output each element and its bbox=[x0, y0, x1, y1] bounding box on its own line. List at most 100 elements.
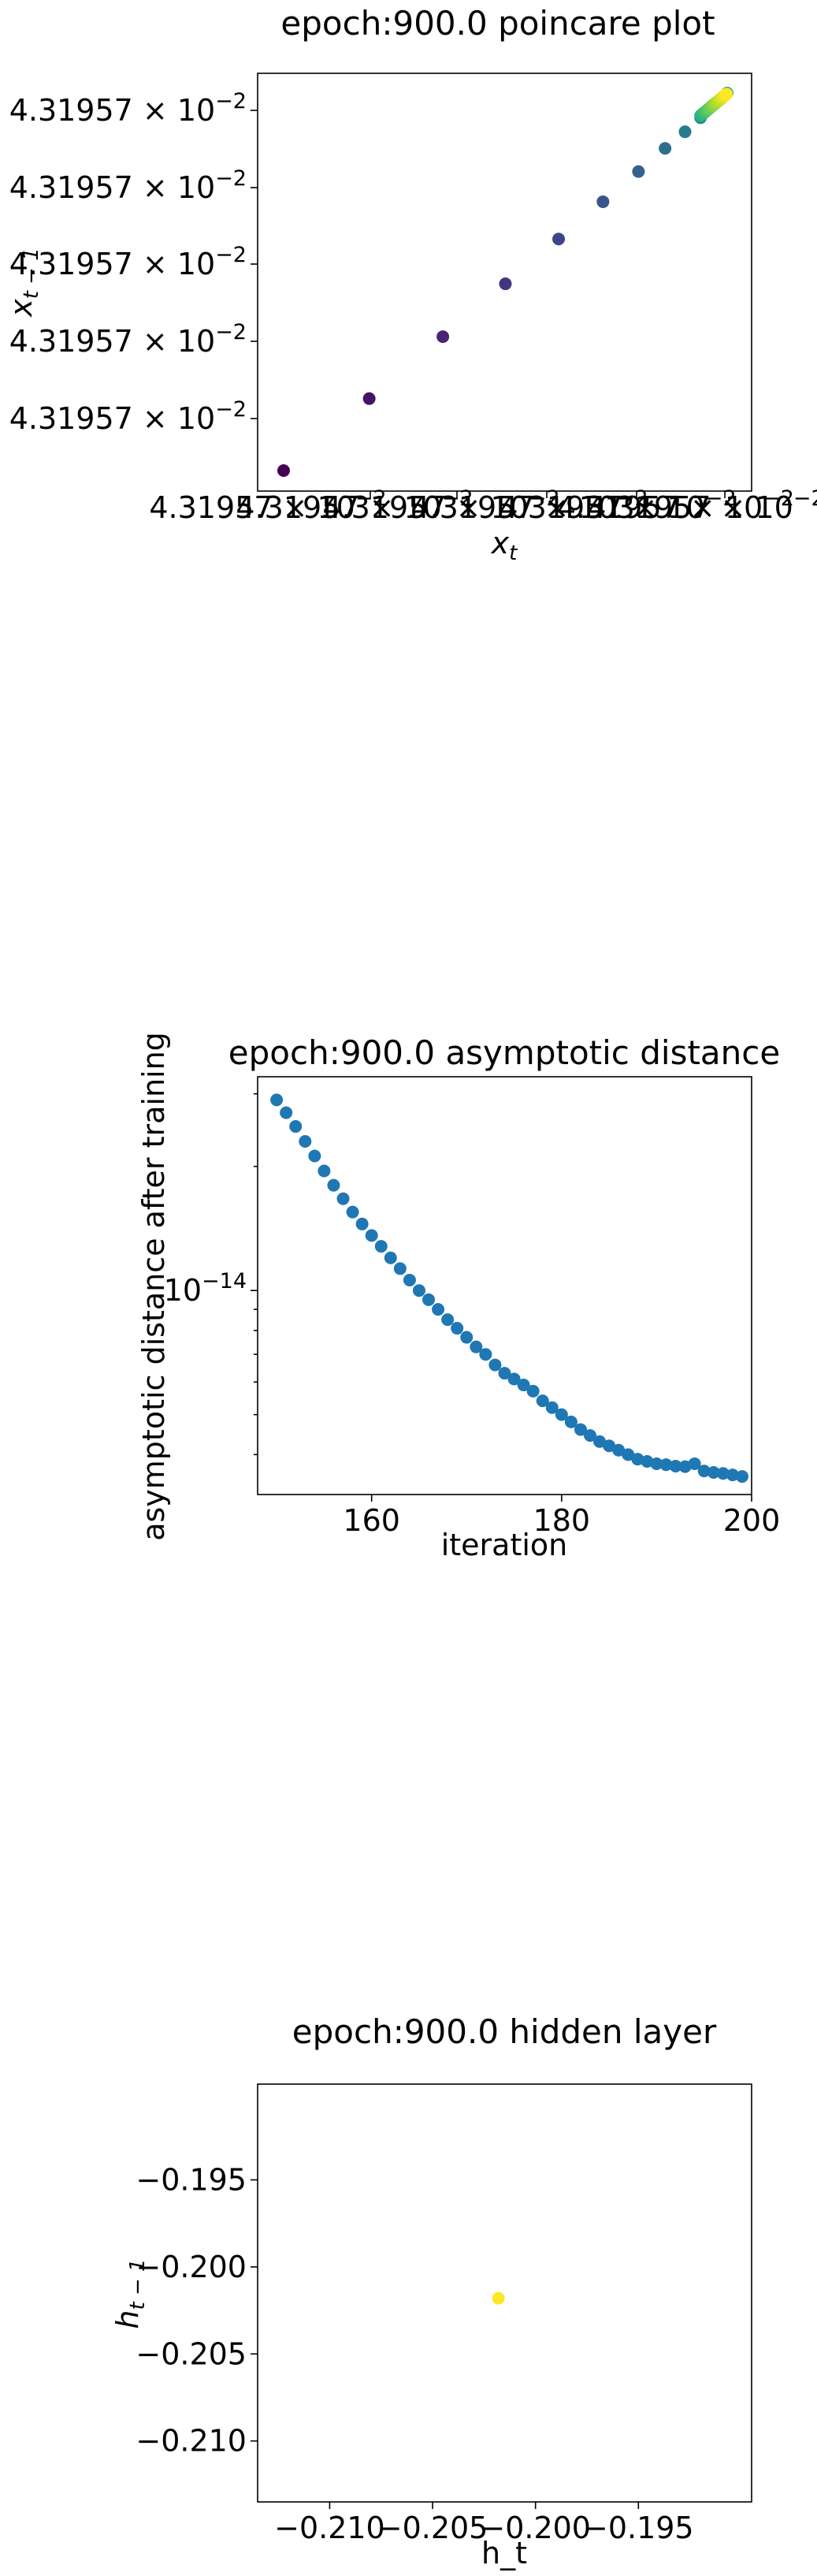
asymptotic-x-tick-label: 200 bbox=[723, 1503, 781, 1538]
hidden-point bbox=[492, 2291, 505, 2305]
asymptotic-point bbox=[498, 1367, 511, 1380]
asymptotic-point bbox=[545, 1401, 559, 1414]
hidden-y-tick-label: −0.210 bbox=[136, 2424, 247, 2459]
poincare-x-tick-label: 4.31957 × 10−2 bbox=[149, 486, 386, 525]
asymptotic-point bbox=[412, 1284, 425, 1297]
poincare-y-tick-label: 4.31957 × 10−2 bbox=[9, 89, 247, 128]
asymptotic-point bbox=[603, 1439, 616, 1453]
asymptotic-point bbox=[470, 1340, 483, 1353]
poincare-x-label: xt bbox=[491, 526, 518, 565]
poincare-point bbox=[499, 277, 512, 291]
poincare-x-ticks: 4.31957 × 10−24.31957 × 10−24.31957 × 10… bbox=[149, 486, 817, 525]
asymptotic-point bbox=[707, 1465, 720, 1479]
poincare-point bbox=[596, 195, 610, 208]
asymptotic-point bbox=[432, 1303, 445, 1316]
poincare-title: epoch:900.0 poincare plot bbox=[280, 4, 715, 43]
asymptotic-point bbox=[507, 1372, 521, 1386]
asymptotic-point bbox=[631, 1453, 644, 1466]
poincare-y-tick-label: 4.31957 × 10−2 bbox=[9, 243, 247, 281]
poincare-point bbox=[277, 464, 290, 477]
asymptotic-y-tick-label: 10−14 bbox=[164, 1269, 247, 1308]
hidden-x-label: h_t bbox=[481, 2536, 527, 2570]
poincare-x-tick-label: 4.31957 × 10−2 bbox=[322, 486, 559, 525]
asymptotic-point bbox=[460, 1331, 473, 1344]
asymptotic-point bbox=[280, 1106, 293, 1119]
asymptotic-point bbox=[555, 1408, 568, 1421]
poincare-frame bbox=[257, 73, 752, 492]
asymptotic-point bbox=[318, 1164, 331, 1178]
hidden-title: epoch:900.0 hidden layer bbox=[292, 2012, 717, 2051]
hidden-y-tick-label: −0.200 bbox=[136, 2250, 247, 2284]
asymptotic-point bbox=[517, 1379, 530, 1392]
asymptotic-x-tick-label: 160 bbox=[343, 1503, 400, 1538]
asymptotic-point bbox=[641, 1454, 654, 1468]
asymptotic-point bbox=[422, 1293, 436, 1306]
hidden-y-ticks: −0.195 −0.200 −0.205 −0.210 bbox=[136, 2162, 258, 2459]
poincare-y-tick-label: 4.31957 × 10−2 bbox=[9, 166, 247, 205]
poincare-point bbox=[362, 392, 376, 405]
hidden-x-tick-label: −0.205 bbox=[377, 2511, 488, 2545]
asymptotic-point bbox=[365, 1229, 378, 1242]
asymptotic-point bbox=[374, 1240, 388, 1253]
asymptotic-point bbox=[688, 1457, 701, 1470]
asymptotic-point bbox=[441, 1313, 455, 1327]
asymptotic-point bbox=[526, 1384, 540, 1398]
asymptotic-point bbox=[536, 1394, 549, 1408]
asymptotic-point bbox=[289, 1120, 303, 1134]
asymptotic-point bbox=[622, 1448, 635, 1461]
hidden-layer-chart: epoch:900.0 hidden layer −0.210−0.205−0.… bbox=[110, 2012, 752, 2570]
poincare-y-tick-label: 4.31957 × 10−2 bbox=[9, 320, 247, 359]
asymptotic-point bbox=[479, 1348, 492, 1361]
poincare-point bbox=[678, 125, 692, 139]
poincare-point bbox=[632, 165, 645, 178]
asymptotic-frame bbox=[257, 1076, 752, 1495]
asymptotic-point bbox=[669, 1459, 682, 1472]
asymptotic-point bbox=[299, 1135, 312, 1148]
asymptotic-point bbox=[716, 1467, 730, 1480]
asymptotic-point bbox=[726, 1469, 739, 1482]
asymptotic-chart: epoch:900.0 asymptotic distance 160 180 20… bbox=[136, 1032, 780, 1562]
asymptotic-point bbox=[384, 1251, 397, 1264]
hidden-y-tick-label: −0.205 bbox=[136, 2336, 247, 2371]
hidden-y-tick-label: −0.195 bbox=[136, 2162, 247, 2197]
asymptotic-point bbox=[336, 1192, 350, 1205]
poincare-point bbox=[659, 142, 672, 155]
poincare-x-tick-label: 4.31957 × 10−2 bbox=[499, 486, 736, 525]
asymptotic-point bbox=[403, 1273, 416, 1286]
poincare-x-tick-label: 4.31957 × 10−2 bbox=[236, 486, 473, 525]
hidden-x-tick-label: −0.210 bbox=[274, 2511, 385, 2545]
poincare-point bbox=[720, 87, 733, 101]
asymptotic-point bbox=[327, 1178, 340, 1192]
asymptotic-point bbox=[650, 1457, 663, 1470]
poincare-y-ticks: 4.31957 × 10−2 4.31957 × 10−2 4.31957 × 10… bbox=[9, 89, 258, 436]
poincare-chart: epoch:900.0 poincare plot 4.31957 × 10−2… bbox=[4, 4, 817, 565]
poincare-x-tick-label: 4.31957 × 10−2 bbox=[557, 486, 794, 525]
asymptotic-point bbox=[678, 1460, 692, 1473]
asymptotic-point bbox=[564, 1415, 577, 1428]
hidden-frame bbox=[257, 2083, 752, 2503]
asymptotic-x-ticks: 160 180 200 bbox=[343, 1495, 780, 1538]
asymptotic-point bbox=[612, 1443, 626, 1457]
poincare-x-tick-label: 4.31957 × 10−2 bbox=[410, 486, 648, 525]
asymptotic-point bbox=[488, 1358, 502, 1372]
asymptotic-point bbox=[735, 1470, 748, 1483]
hidden-x-ticks: −0.210−0.205−0.200−0.195 bbox=[274, 2502, 694, 2545]
hidden-x-tick-label: −0.200 bbox=[480, 2511, 591, 2545]
asymptotic-title: epoch:900.0 asymptotic distance bbox=[228, 1033, 780, 1072]
asymptotic-point bbox=[270, 1093, 284, 1107]
asymptotic-points bbox=[270, 1093, 748, 1483]
poincare-points bbox=[277, 87, 733, 477]
asymptotic-y-ticks: 10−14 bbox=[164, 1093, 258, 1456]
asymptotic-point bbox=[308, 1149, 321, 1163]
asymptotic-point bbox=[574, 1423, 587, 1436]
poincare-y-tick-label: 4.31957 × 10−2 bbox=[9, 397, 247, 436]
asymptotic-point bbox=[593, 1435, 607, 1448]
asymptotic-x-label: iteration bbox=[441, 1528, 568, 1562]
asymptotic-point bbox=[393, 1262, 407, 1275]
hidden-points bbox=[492, 2291, 505, 2305]
asymptotic-point bbox=[584, 1429, 597, 1442]
asymptotic-point bbox=[697, 1465, 711, 1478]
asymptotic-x-tick-label: 180 bbox=[533, 1503, 591, 1538]
asymptotic-point bbox=[659, 1458, 673, 1472]
